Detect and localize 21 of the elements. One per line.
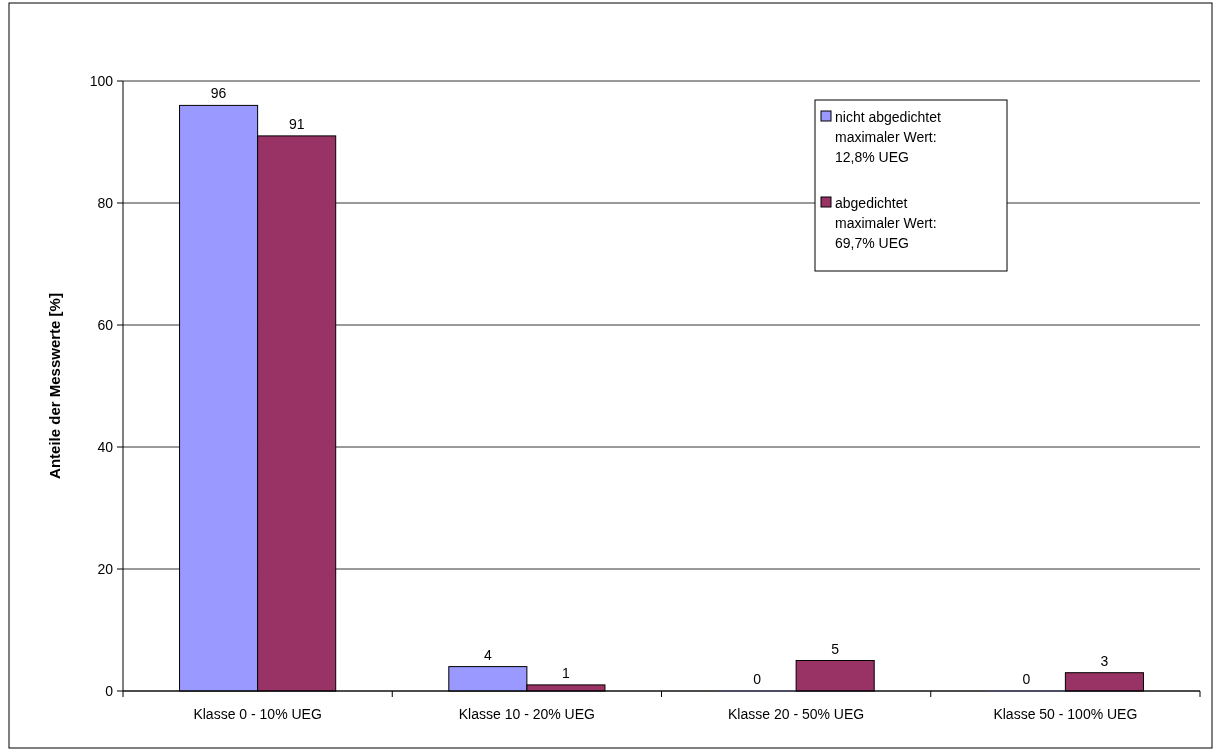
- x-tick-label: Klasse 50 - 100% UEG: [993, 706, 1138, 722]
- legend-label: nicht abgedichtet maximaler Wert: 12,8% UEG: [835, 109, 941, 165]
- data-label: 5: [831, 640, 840, 657]
- y-tick-label: 80: [97, 195, 114, 211]
- x-tick-label: Klasse 0 - 10% UEG: [193, 706, 322, 722]
- data-label: 1: [562, 664, 571, 681]
- x-tick-label: Klasse 10 - 20% UEG: [458, 706, 595, 722]
- data-label: 4: [483, 646, 492, 663]
- y-tick-label: 0: [105, 683, 114, 699]
- y-tick-label: 40: [97, 439, 114, 455]
- y-tick-label: 20: [97, 561, 114, 577]
- y-axis-title: Anteile der Messwerte [%]: [46, 293, 63, 479]
- data-label: 0: [1022, 671, 1031, 687]
- y-tick-label: 60: [97, 317, 114, 333]
- data-label: 0: [753, 671, 762, 687]
- data-label: 91: [288, 115, 305, 132]
- x-tick-label: Klasse 20 - 50% UEG: [728, 706, 865, 722]
- data-label: 3: [1100, 652, 1109, 669]
- legend-label: abgedichtet maximaler Wert: 69,7% UEG: [835, 195, 937, 251]
- data-label: 96: [210, 85, 227, 102]
- y-tick-label: 100: [89, 73, 114, 89]
